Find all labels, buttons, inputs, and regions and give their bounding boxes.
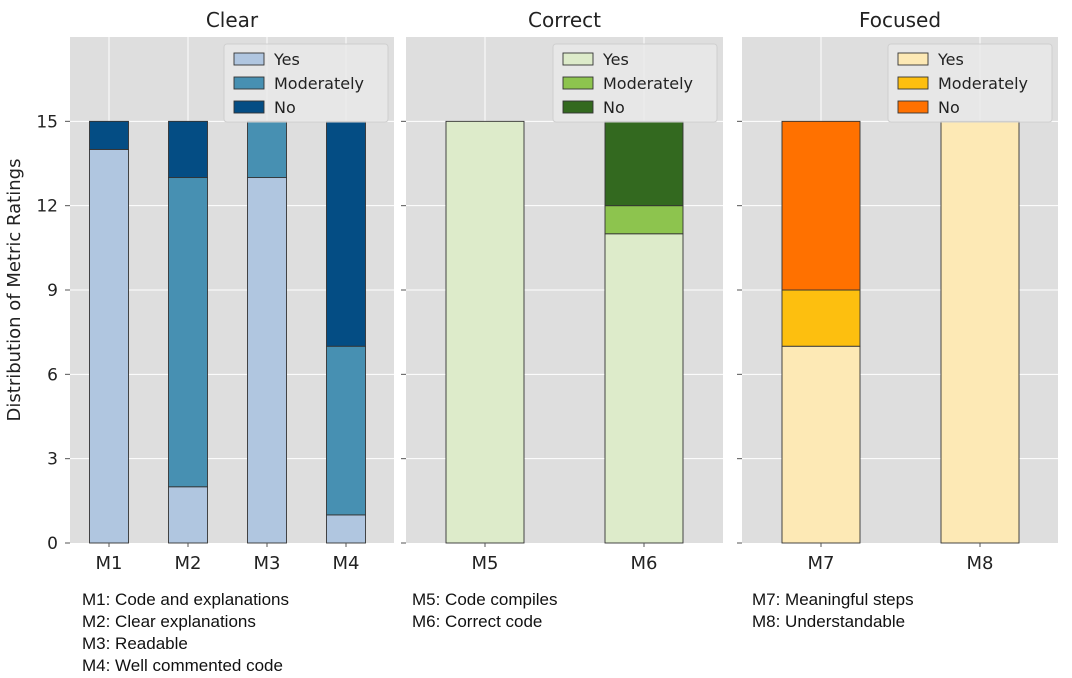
legend-swatch-no [897, 100, 929, 114]
y-tick-label: 15 [36, 112, 58, 132]
caption-m5: M5: Code compiles [412, 590, 558, 609]
legend-label-no: No [938, 98, 960, 117]
x-tick-label-m2: M2 [175, 553, 202, 574]
caption-m3: M3: Readable [82, 634, 188, 653]
legend-swatch-moderately [562, 76, 594, 90]
legend-label-moderately: Moderately [938, 74, 1028, 93]
y-tick-label: 3 [47, 450, 58, 470]
legend-box [887, 43, 1053, 123]
y-tick-label: 6 [47, 365, 58, 385]
caption-block-focused: M7: Meaningful steps M8: Understandable [752, 589, 914, 633]
bar-m1-no [89, 120, 129, 150]
legend-box [552, 43, 718, 123]
x-tick-label-m8: M8 [967, 553, 994, 574]
x-tick-label-m7: M7 [808, 553, 835, 574]
y-tick-label: 12 [36, 197, 58, 217]
legend-swatch-yes [562, 52, 594, 66]
bar-m6-no [604, 120, 684, 207]
bar-m1-yes [89, 148, 129, 544]
legend-swatch-no [562, 100, 594, 114]
y-tick-label: 0 [47, 534, 58, 554]
bar-m3-moderately [247, 120, 287, 179]
panel-title-clear: Clear [206, 8, 259, 32]
bar-m3-yes [247, 177, 287, 544]
bar-m6-moderately [604, 205, 684, 235]
caption-m2: M2: Clear explanations [82, 612, 256, 631]
bar-m8-yes [940, 120, 1020, 544]
legend-label-yes: Yes [273, 50, 300, 69]
caption-block-clear: M1: Code and explanations M2: Clear expl… [82, 589, 289, 677]
panel-title-focused: Focused [859, 8, 941, 32]
bar-m7-moderately [781, 289, 861, 347]
legend-swatch-yes [233, 52, 265, 66]
legend-swatch-yes [897, 52, 929, 66]
bar-m4-no [326, 120, 366, 347]
legend-label-yes: Yes [602, 50, 629, 69]
caption-block-correct: M5: Code compiles M6: Correct code [412, 589, 558, 633]
x-tick-label-m1: M1 [96, 553, 123, 574]
legend-swatch-moderately [897, 76, 929, 90]
y-axis-label: Distribution of Metric Ratings [4, 159, 25, 422]
caption-m1: M1: Code and explanations [82, 590, 289, 609]
legend-swatch-moderately [233, 76, 265, 90]
bar-m7-yes [781, 345, 861, 544]
bar-m2-no [168, 120, 208, 179]
x-tick-label-m3: M3 [254, 553, 281, 574]
legend-label-no: No [603, 98, 625, 117]
legend-label-no: No [274, 98, 296, 117]
bar-m5-yes [445, 120, 525, 544]
legend-box [223, 43, 389, 123]
legend-swatch-no [233, 100, 265, 114]
bar-m4-yes [326, 514, 366, 544]
bar-m6-yes [604, 233, 684, 544]
x-tick-label-m6: M6 [631, 553, 658, 574]
panel-title-correct: Correct [528, 8, 601, 32]
bar-m2-moderately [168, 177, 208, 488]
legend-label-yes: Yes [937, 50, 964, 69]
legend-label-moderately: Moderately [603, 74, 693, 93]
caption-m6: M6: Correct code [412, 612, 543, 631]
bar-m7-no [781, 120, 861, 291]
x-tick-label-m4: M4 [333, 553, 360, 574]
bar-m4-moderately [326, 345, 366, 516]
bar-m2-yes [168, 486, 208, 544]
caption-m7: M7: Meaningful steps [752, 590, 914, 609]
legend-label-moderately: Moderately [274, 74, 364, 93]
caption-m4: M4: Well commented code [82, 656, 283, 675]
y-tick-label: 9 [47, 281, 58, 301]
caption-m8: M8: Understandable [752, 612, 906, 631]
x-tick-label-m5: M5 [472, 553, 499, 574]
